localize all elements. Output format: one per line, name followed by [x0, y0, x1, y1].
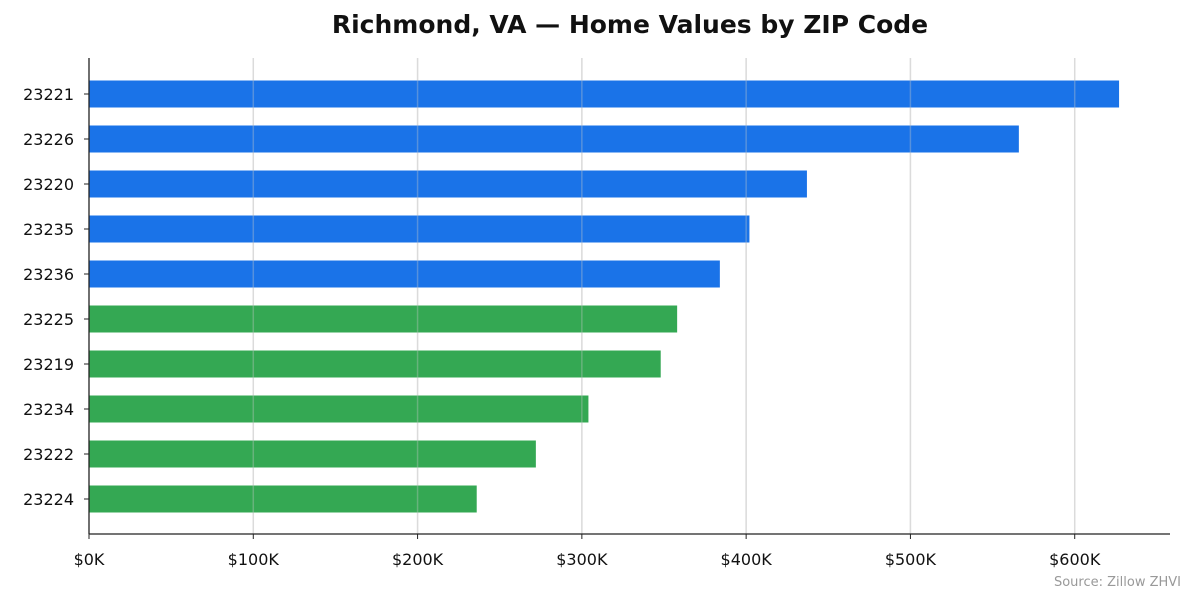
bar-23236 — [89, 260, 720, 288]
bar-23224 — [89, 485, 477, 513]
chart-title: Richmond, VA — Home Values by ZIP Code — [331, 10, 929, 39]
x-tick-label: $400K — [721, 550, 773, 569]
y-tick-label: 23225 — [23, 310, 74, 329]
y-tick-label: 23236 — [23, 265, 74, 284]
bar-23221 — [89, 80, 1120, 108]
y-tick-label: 23219 — [23, 355, 74, 374]
y-tick-label: 23224 — [23, 490, 74, 509]
x-tick-label: $0K — [74, 550, 105, 569]
bar-23225 — [89, 305, 678, 333]
y-tick-label: 23220 — [23, 175, 74, 194]
y-tick-label: 23221 — [23, 85, 74, 104]
y-tick-label: 23222 — [23, 445, 74, 464]
bar-23226 — [89, 125, 1019, 153]
y-tick-label: 23226 — [23, 130, 74, 149]
x-tick-label: $500K — [885, 550, 937, 569]
bar-23219 — [89, 350, 661, 378]
bar-23234 — [89, 395, 589, 423]
y-tick-label: 23235 — [23, 220, 74, 239]
x-tick-label: $100K — [228, 550, 280, 569]
x-tick-label: $600K — [1049, 550, 1101, 569]
bar-23222 — [89, 440, 536, 468]
x-tick-label: $200K — [392, 550, 444, 569]
bar-23220 — [89, 170, 807, 198]
bar-23235 — [89, 215, 750, 243]
x-tick-label: $300K — [556, 550, 608, 569]
source-note: Source: Zillow ZHVI — [1053, 575, 1181, 590]
y-tick-label: 23234 — [23, 400, 74, 419]
